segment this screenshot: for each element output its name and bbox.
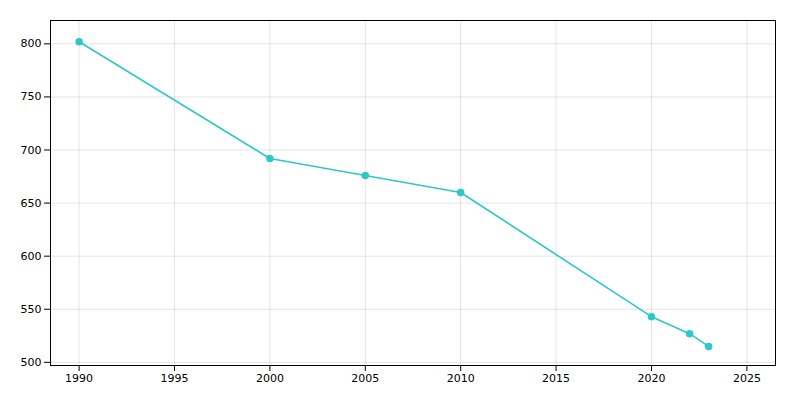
svg-text:650: 650	[21, 197, 42, 210]
svg-text:2000: 2000	[256, 372, 284, 385]
svg-text:700: 700	[21, 144, 42, 157]
svg-text:2015: 2015	[542, 372, 570, 385]
svg-text:2025: 2025	[733, 372, 761, 385]
svg-text:750: 750	[21, 90, 42, 103]
svg-text:500: 500	[21, 356, 42, 369]
svg-text:1995: 1995	[161, 372, 189, 385]
svg-text:550: 550	[21, 303, 42, 316]
svg-text:800: 800	[21, 37, 42, 50]
svg-text:600: 600	[21, 250, 42, 263]
svg-text:2010: 2010	[447, 372, 475, 385]
svg-text:1990: 1990	[65, 372, 93, 385]
svg-text:2005: 2005	[351, 372, 379, 385]
svg-text:2020: 2020	[637, 372, 665, 385]
